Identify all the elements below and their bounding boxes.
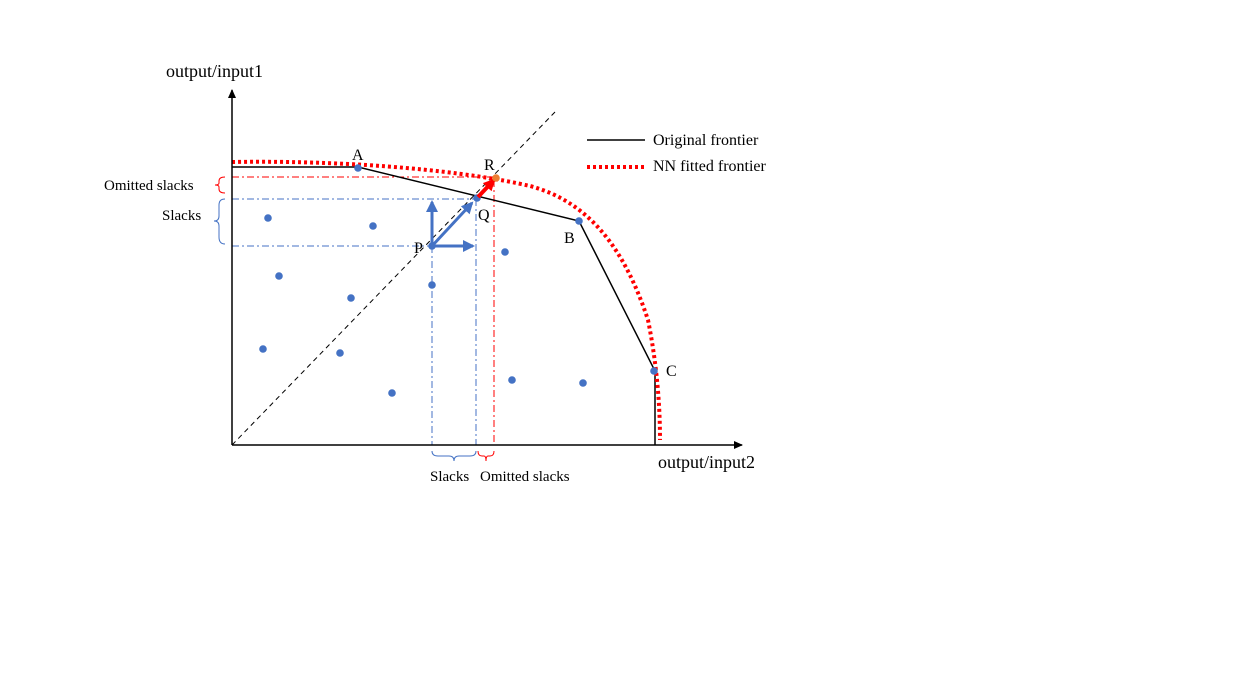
point-R-label: R [484, 157, 495, 174]
legend: Original frontier NN fitted frontier [587, 132, 767, 175]
legend-original-label: Original frontier [653, 132, 759, 149]
data-point [275, 272, 283, 280]
data-point [579, 379, 587, 387]
point-Q-label: Q [478, 207, 490, 224]
point-A-label: A [352, 147, 364, 164]
slacks-y-label: Slacks [162, 208, 201, 224]
slacks-y-bracket [213, 198, 226, 245]
point-A-marker [354, 164, 362, 172]
slacks-x-label: Slacks [430, 469, 469, 485]
legend-nn-label: NN fitted frontier [653, 158, 767, 175]
arrow-p-to-q [430, 201, 474, 248]
point-C-marker [650, 367, 658, 375]
data-point [259, 345, 267, 353]
original-frontier-line [232, 166, 656, 445]
point-R-marker [492, 174, 500, 182]
omitted-slack-projection-lines [232, 176, 495, 445]
slacks-x-bracket [431, 450, 477, 462]
arrow-q-to-r [476, 178, 496, 199]
data-point [388, 389, 396, 397]
omitted-slacks-y-bracket [214, 176, 226, 194]
data-point [508, 376, 516, 384]
point-B-marker [575, 217, 583, 225]
point-P-label: P [414, 240, 423, 257]
data-point [501, 248, 509, 256]
data-point [347, 294, 355, 302]
data-point [428, 281, 436, 289]
data-point [369, 222, 377, 230]
point-C-label: C [666, 363, 677, 380]
omitted-slacks-x-label: Omitted slacks [480, 469, 570, 485]
nn-fitted-frontier-curve [231, 159, 662, 441]
scatter-points [259, 164, 658, 397]
x-axis-label: output/input2 [658, 452, 755, 472]
point-B-label: B [564, 230, 575, 247]
omitted-slacks-x-bracket [477, 450, 495, 462]
data-point [336, 349, 344, 357]
slack-projection-lines [232, 198, 477, 445]
omitted-slacks-y-label: Omitted slacks [104, 178, 194, 194]
data-point [264, 214, 272, 222]
y-axis-label: output/input1 [166, 61, 263, 81]
